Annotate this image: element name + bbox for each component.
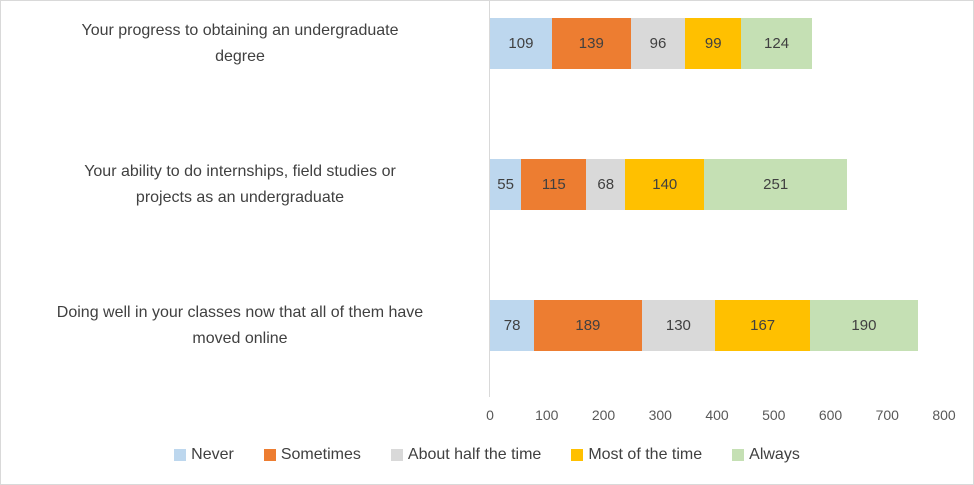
value-label: 251 [763,176,789,193]
bar-segment-never: 78 [490,300,535,351]
value-label: 109 [508,35,534,52]
value-label: 167 [750,317,776,334]
bar-segment-always: 190 [810,300,918,351]
legend-item-most-of-the-time: Most of the time [571,446,702,464]
legend-item-about-half-the-time: About half the time [390,446,542,464]
legend-item-always: Always [732,446,800,464]
x-axis-tick-label: 500 [762,407,786,423]
bar-segment-sometimes: 139 [551,18,631,69]
bar-segment-always: 251 [704,159,847,210]
legend-swatch [263,449,276,461]
value-label: 96 [649,35,667,52]
legend: Never Sometimes About half the time Most of… [1,446,973,464]
value-label: 190 [851,317,877,334]
legend-label: About half the time [407,446,542,463]
category-label: Your ability to do internships, field st… [84,162,396,206]
legend-swatch [174,449,187,461]
x-axis-tick-label: 400 [705,407,729,423]
legend-swatch [571,449,584,461]
value-label: 115 [541,176,566,193]
bar-segment-about-half-the-time: 130 [641,300,716,351]
bar-segment-always: 124 [741,18,812,69]
bar-segment-most-of-the-time: 167 [715,300,811,351]
bar: 109 139 96 99 124 [490,18,812,69]
bar: 55 115 68 140 251 [490,159,847,210]
bar-segment-about-half-the-time: 96 [630,18,686,69]
value-label: 139 [578,35,604,52]
bar-segment-never: 109 [490,18,552,69]
legend-label: Never [191,446,234,463]
legend-swatch [732,449,745,461]
value-label: 55 [497,176,514,193]
bar-segment-most-of-the-time: 99 [685,18,742,69]
legend-item-never: Never [174,446,234,464]
bar-segment-sometimes: 189 [534,300,642,351]
value-label: 189 [575,317,601,334]
bar-segment-sometimes: 115 [521,159,587,210]
legend-item-sometimes: Sometimes [263,446,361,464]
bar-segment-about-half-the-time: 68 [586,159,626,210]
legend-label: Sometimes [280,446,361,463]
category-label: Your progress to obtaining an undergradu… [81,21,399,65]
x-axis-tick-label: 800 [932,407,956,423]
value-label: 140 [652,176,678,193]
category-label: Doing well in your classes now that all … [56,303,424,347]
bar-segment-most-of-the-time: 140 [625,159,705,210]
bar: 78 189 130 167 190 [490,300,918,351]
x-axis-tick-label: 300 [648,407,672,423]
value-label: 78 [503,317,521,334]
value-label: 124 [764,35,790,52]
x-axis-tick-label: 600 [818,407,843,423]
x-axis-tick-label: 200 [591,407,616,423]
legend-label: Most of the time [588,446,703,463]
x-axis-tick-label: 700 [875,407,899,423]
x-axis-tick-label: 100 [535,407,559,423]
legend-label: Always [749,446,800,463]
value-label: 99 [704,35,722,52]
value-label: 130 [665,317,691,334]
bar-segment-never: 55 [490,159,522,210]
x-axis-tick-label: 0 [486,407,494,423]
value-label: 68 [597,176,615,193]
legend-swatch [390,449,403,461]
category-axis-line [489,1,490,397]
